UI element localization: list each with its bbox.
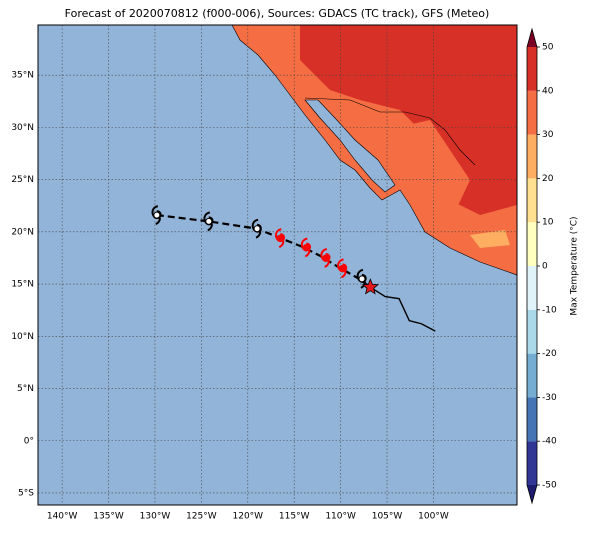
grid xyxy=(38,25,517,505)
y-tick-label: 25°N xyxy=(11,175,34,185)
colorbar-tick-label: -30 xyxy=(542,393,557,403)
y-tick-label: 20°N xyxy=(11,227,34,237)
frame xyxy=(37,24,518,506)
colorbar-tick-label: -40 xyxy=(542,437,557,447)
colorbar-band xyxy=(527,134,537,179)
storm-center xyxy=(153,211,161,219)
storm-center xyxy=(358,275,366,283)
colorbar-tick-label: -50 xyxy=(542,481,557,491)
x-tick-label: 130°W xyxy=(140,512,171,522)
colorbar-band xyxy=(527,47,537,91)
storm-center xyxy=(205,217,213,225)
land xyxy=(231,25,517,276)
colorbar-tick-label: 20 xyxy=(542,174,554,184)
storm-center xyxy=(302,244,310,252)
y-tick-label: 15°N xyxy=(11,280,34,290)
colorbar-under xyxy=(527,485,537,503)
x-tick-label: 110°W xyxy=(325,512,356,522)
current-position xyxy=(361,278,379,295)
tracks xyxy=(151,205,436,332)
colorbar-band xyxy=(527,309,537,354)
colorbar-band xyxy=(527,397,537,442)
y-tick-label: 35°N xyxy=(11,71,34,81)
storm-center xyxy=(322,254,330,262)
chart-title: Forecast of 2020070812 (f000-006), Sourc… xyxy=(65,7,490,20)
colorbar-band xyxy=(527,222,537,266)
storm-center xyxy=(276,234,284,242)
colorbar-tick-label: -20 xyxy=(542,349,557,359)
colorbar-band xyxy=(527,178,537,223)
y-tick-label: 5°N xyxy=(17,384,34,394)
y-tick-label: 10°N xyxy=(11,332,34,342)
colorbar-tick-label: 30 xyxy=(542,130,554,140)
storm-center xyxy=(338,264,346,272)
colorbar-label: Max Temperature (°C) xyxy=(570,216,580,315)
colorbar-tick-label: 10 xyxy=(542,218,554,228)
colorbar-band xyxy=(527,90,537,135)
observed-track xyxy=(369,286,436,332)
x-tick-label: 125°W xyxy=(186,512,217,522)
storm-center xyxy=(253,225,261,233)
colorbar-band xyxy=(527,353,537,398)
y-tick-label: 0° xyxy=(24,436,34,446)
colorbar-tick-label: 40 xyxy=(542,86,554,96)
x-tick-label: 120°W xyxy=(233,512,264,522)
x-tick-label: 105°W xyxy=(372,512,403,522)
colorbar: -50 -40 -30 -20 -10 0 10 20 30 40 50 Max Temperatur… xyxy=(526,27,580,505)
x-tick-label: 135°W xyxy=(93,512,124,522)
x-tick-label: 100°W xyxy=(418,512,449,522)
colorbar-tick-label: 0 xyxy=(542,262,548,272)
x-tick-label: 140°W xyxy=(47,512,78,522)
colorbar-band xyxy=(527,441,537,485)
colorbar-over xyxy=(527,29,537,47)
x-tick-label: 115°W xyxy=(279,512,310,522)
y-tick-label: 30°N xyxy=(11,123,34,133)
colorbar-band xyxy=(527,266,537,310)
colorbar-tick-label: -10 xyxy=(542,305,557,315)
y-tick-label: 5°S xyxy=(18,488,34,498)
colorbar-tick-label: 50 xyxy=(542,43,554,53)
